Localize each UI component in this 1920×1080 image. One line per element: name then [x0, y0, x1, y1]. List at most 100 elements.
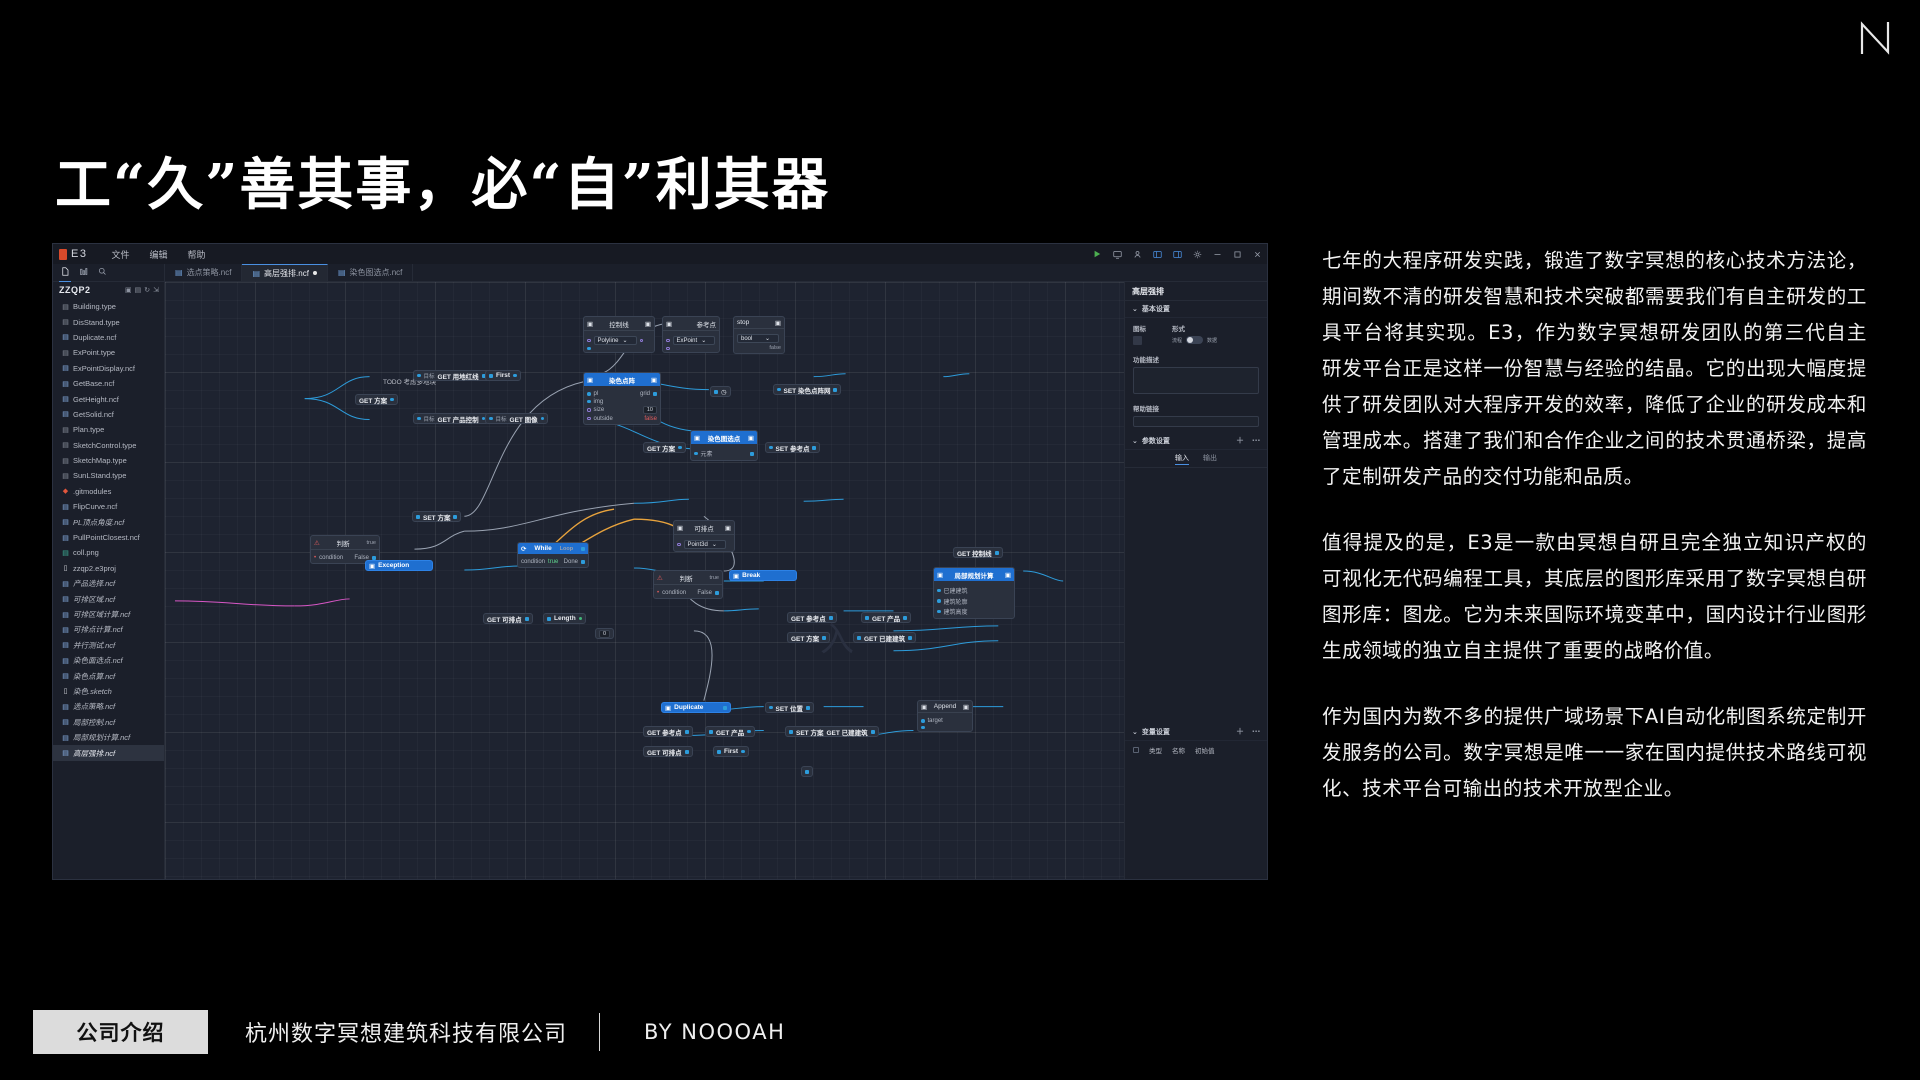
node-append[interactable]: ▣ Append ▣ target [917, 700, 973, 732]
node-ransetu-xuandian[interactable]: ▣ 染色图选点 ▣ 元素 [690, 430, 758, 461]
file-list-item[interactable]: ◆ .gitmodules [53, 484, 164, 499]
point3d-select[interactable]: Point3d ⌄ [683, 540, 726, 549]
node-first-1[interactable]: First [485, 370, 521, 381]
node-clock-small[interactable]: ◷ [710, 386, 731, 397]
node-get-kepaidian[interactable]: GET 可排点 [483, 613, 533, 624]
node-stop[interactable]: stop ▣ bool ⌄ false [733, 316, 785, 354]
collapse-icon[interactable]: ⇲ [153, 287, 159, 294]
node-value[interactable]: 0 [599, 629, 611, 638]
file-list-item[interactable]: ▤ 并行测试.ncf [53, 638, 164, 653]
user-icon[interactable] [1127, 244, 1147, 264]
new-folder-icon[interactable]: ▤ [134, 287, 142, 294]
files-icon[interactable] [59, 267, 71, 282]
bool-select[interactable]: bool ⌄ [737, 334, 779, 343]
file-list-item[interactable]: ▤ 选点策略.ncf [53, 699, 164, 714]
node-set-cankaodian[interactable]: SET 参考点 [765, 442, 821, 453]
play-icon[interactable] [1087, 244, 1107, 264]
node-jubu-guihua-jisuan[interactable]: ▣ 局部规划计算 ▣ 已建建筑 建筑轮廓 建筑高度 [933, 567, 1015, 619]
file-list-item[interactable]: ▤ GetHeight.ncf [53, 391, 164, 406]
file-list[interactable]: ▤ Building.type ▤ DisStand.type ▤ Duplicate.n… [53, 298, 164, 879]
node-first-2[interactable]: First [713, 746, 749, 757]
file-list-item[interactable]: ▤ GetBase.ncf [53, 376, 164, 391]
file-list-item[interactable]: ▤ 可排点计算.ncf [53, 622, 164, 637]
form-toggle[interactable] [1186, 336, 1204, 344]
node-get-yongdihongxian[interactable]: 目标 GET 用地红线 [413, 370, 490, 381]
layers-icon[interactable] [79, 267, 88, 278]
more-param-icon[interactable]: ⋯ [1252, 436, 1260, 445]
node-break[interactable]: ▣ Break [729, 570, 797, 581]
panel-right-icon[interactable] [1167, 244, 1187, 264]
file-list-item[interactable]: ▤ Building.type [53, 299, 164, 314]
node-get-kepaidian-3[interactable]: GET 可排点 [643, 746, 693, 757]
file-list-item[interactable]: ▤ PL顶点角度.ncf [53, 514, 164, 529]
node-get-cankaodian-2[interactable]: GET 参考点 [787, 612, 837, 623]
node-get-fangan-2[interactable]: GET 方案 [643, 442, 686, 453]
node-reroute[interactable] [801, 766, 813, 777]
file-list-item[interactable]: ▤ 高层强排.ncf [53, 745, 164, 761]
menu-item-help[interactable]: 帮助 [187, 249, 206, 260]
description-input[interactable] [1133, 367, 1259, 394]
file-list-item[interactable]: ▤ ExPointDisplay.ncf [53, 361, 164, 376]
monitor-icon[interactable] [1107, 244, 1127, 264]
node-kongzhixian[interactable]: ▣ 控制线 ▣ Polyline ⌄ [583, 316, 655, 353]
file-list-item[interactable]: ▤ 局部控制.ncf [53, 715, 164, 730]
file-list-item[interactable]: ▤ 产品选择.ncf [53, 576, 164, 591]
file-list-item[interactable]: ▤ 可排区域计算.ncf [53, 607, 164, 622]
node-get-kongzhixian[interactable]: GET 控制线 [953, 547, 1003, 558]
file-list-item[interactable]: ▤ Duplicate.ncf [53, 330, 164, 345]
file-list-item[interactable]: ▯ zzqp2.e3proj [53, 561, 164, 576]
file-list-item[interactable]: ▤ 可排区域.ncf [53, 591, 164, 606]
node-set-fangan[interactable]: SET 方案 [412, 511, 462, 522]
node-exception[interactable]: ▣ Exception [365, 560, 433, 571]
menu-item-edit[interactable]: 编辑 [149, 249, 168, 260]
node-duplicate[interactable]: ▣ Duplicate [661, 702, 731, 713]
node-while[interactable]: ⟳ While Loop condition true Done [517, 542, 589, 568]
file-list-item[interactable]: ▤ PullPointClosest.ncf [53, 530, 164, 545]
node-graph-canvas[interactable]: 入 [165, 282, 1124, 879]
node-get-chanpin-3[interactable]: GET 产品 [705, 726, 755, 737]
node-panduan-2[interactable]: ⚠ 判断 true • condition False [653, 570, 723, 599]
file-list-item[interactable]: ▤ DisStand.type [53, 314, 164, 329]
minimize-icon[interactable] [1207, 244, 1227, 264]
polyline-select[interactable]: Polyline ⌄ [593, 336, 637, 345]
node-get-cankaodian-3[interactable]: GET 参考点 [643, 726, 693, 737]
node-length[interactable]: Length [543, 613, 587, 624]
new-file-icon[interactable]: ▣ [125, 287, 132, 294]
refresh-icon[interactable]: ↻ [144, 287, 151, 294]
tab-ransetu-xuandian[interactable]: ▤ 染色图选点.ncf [328, 264, 414, 281]
section-basic-settings[interactable]: ⌄ 基本设置 [1125, 301, 1267, 318]
node-value[interactable]: 10 [642, 406, 657, 414]
node-get-fangan-3[interactable]: GET 方案 [787, 632, 831, 643]
add-param-icon[interactable]: ＋ [1236, 436, 1244, 445]
file-list-item[interactable]: ▤ ExPoint.type [53, 345, 164, 360]
file-list-item[interactable]: ▯ 染色.sketch [53, 684, 164, 699]
node-set-fangan-3[interactable]: SET 方案 GET 已建建筑 [785, 726, 879, 737]
more-variable-icon[interactable]: ⋯ [1252, 727, 1260, 736]
menu-item-file[interactable]: 文件 [111, 249, 130, 260]
file-list-item[interactable]: ▤ 染色点算.ncf [53, 668, 164, 683]
search-icon[interactable] [98, 267, 107, 278]
file-list-item[interactable]: ▤ SunLStand.type [53, 468, 164, 483]
maximize-icon[interactable] [1227, 244, 1247, 264]
node-ransediandian[interactable]: ▣ 染色点阵 ▣ pl grid img size 10 outside fal… [583, 372, 661, 425]
file-list-item[interactable]: ▤ GetSolid.ncf [53, 407, 164, 422]
expoint-select[interactable]: ExPoint ⌄ [672, 336, 716, 345]
file-list-item[interactable]: ▤ 染色面选点.ncf [53, 653, 164, 668]
tab-gaoceng-qiangpai[interactable]: ▤ 高层强排.ncf [242, 264, 328, 281]
node-length-value[interactable]: 0 [595, 628, 615, 639]
node-cankaodian[interactable]: ▣ 参考点 ExPoint ⌄ [662, 316, 720, 353]
file-list-item[interactable]: ▤ coll.png [53, 545, 164, 560]
file-list-item[interactable]: ▤ SketchControl.type [53, 438, 164, 453]
brightness-icon[interactable] [1187, 244, 1207, 264]
select-all-checkbox[interactable] [1133, 747, 1139, 753]
icon-swatch[interactable] [1133, 336, 1142, 345]
tab-input[interactable]: 输入 [1175, 453, 1189, 465]
section-param-settings[interactable]: ⌄ 参数设置 ＋ ⋯ [1125, 432, 1267, 450]
tab-xuandian-celue[interactable]: ▤ 选点策略.ncf [165, 264, 243, 281]
file-list-item[interactable]: ▤ FlipCurve.ncf [53, 499, 164, 514]
help-link-input[interactable] [1133, 416, 1259, 427]
node-get-tuxiang[interactable]: 目标 GET 图像 [485, 413, 549, 424]
node-get-yijianzhu[interactable]: GET 已建建筑 [853, 632, 917, 643]
node-get-chanpinkongzhi[interactable]: 目标 GET 产品控制 [413, 413, 490, 424]
node-get-chanpin-2[interactable]: GET 产品 [861, 612, 912, 623]
